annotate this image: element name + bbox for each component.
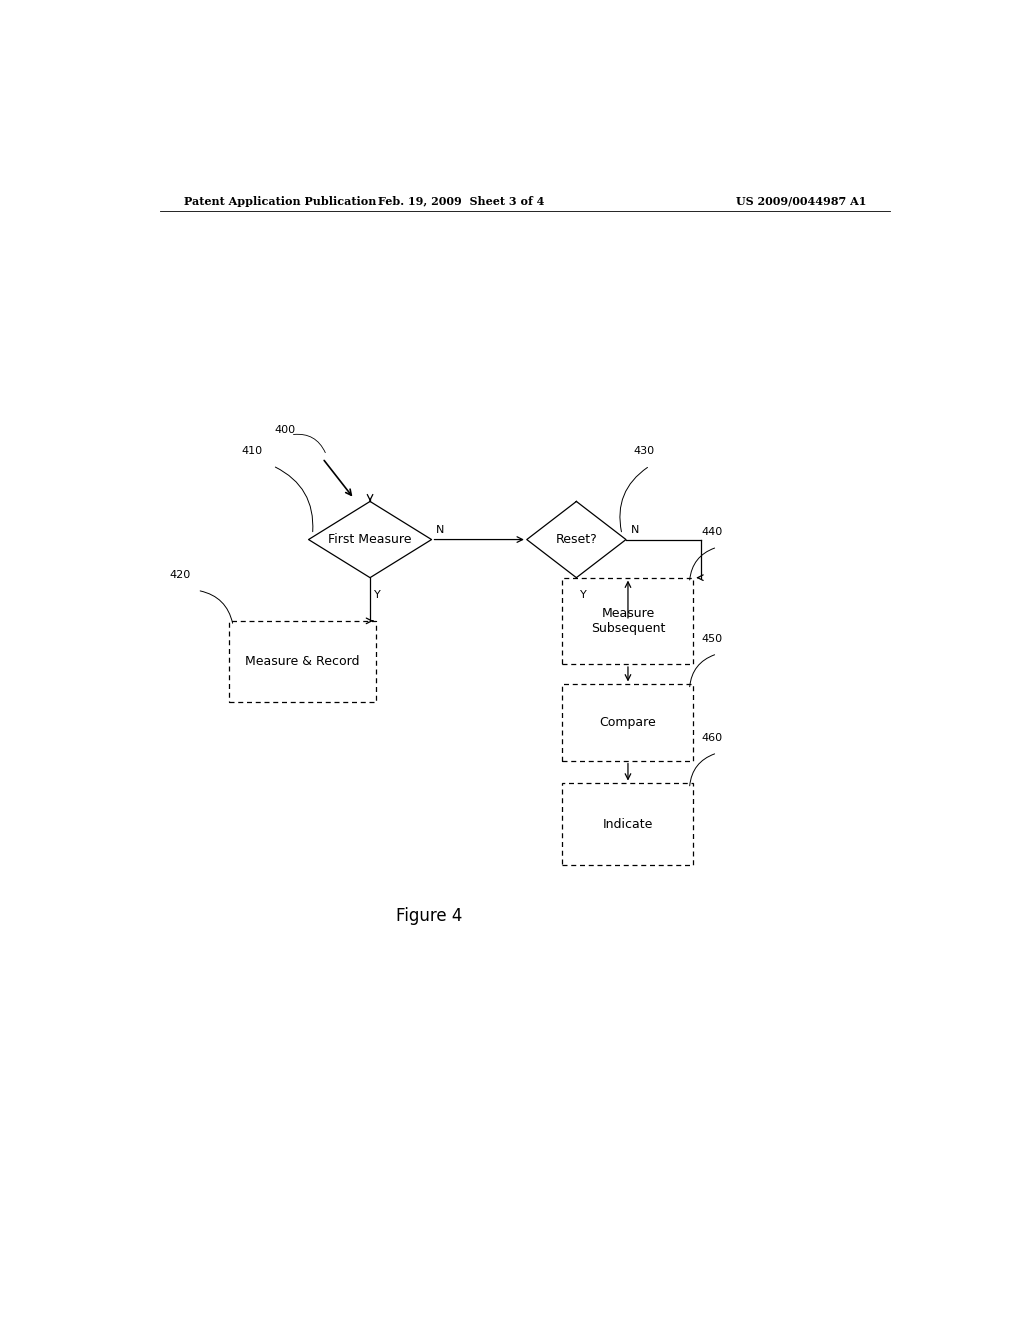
Text: Indicate: Indicate	[603, 817, 653, 830]
Text: N: N	[436, 525, 444, 536]
Text: N: N	[631, 525, 639, 536]
Text: Feb. 19, 2009  Sheet 3 of 4: Feb. 19, 2009 Sheet 3 of 4	[378, 195, 545, 207]
Text: Measure
Subsequent: Measure Subsequent	[591, 607, 666, 635]
Text: 400: 400	[274, 425, 296, 434]
Polygon shape	[308, 502, 431, 578]
Text: US 2009/0044987 A1: US 2009/0044987 A1	[735, 195, 866, 207]
Bar	[562, 578, 693, 664]
Text: 430: 430	[634, 446, 655, 455]
Text: 460: 460	[701, 733, 723, 743]
Text: Y: Y	[374, 590, 381, 599]
Text: Y: Y	[581, 590, 587, 599]
Text: 450: 450	[701, 634, 723, 644]
Bar	[229, 620, 376, 702]
Text: 420: 420	[170, 570, 190, 581]
Bar	[562, 784, 693, 865]
Text: First Measure: First Measure	[329, 533, 412, 546]
Text: Compare: Compare	[600, 715, 656, 729]
Text: Patent Application Publication: Patent Application Publication	[183, 195, 376, 207]
Text: 410: 410	[241, 446, 262, 455]
Polygon shape	[526, 502, 626, 578]
Text: 440: 440	[701, 527, 723, 537]
Bar	[562, 684, 693, 760]
Text: Figure 4: Figure 4	[396, 907, 463, 924]
Text: Reset?: Reset?	[555, 533, 597, 546]
Text: Measure & Record: Measure & Record	[246, 655, 359, 668]
